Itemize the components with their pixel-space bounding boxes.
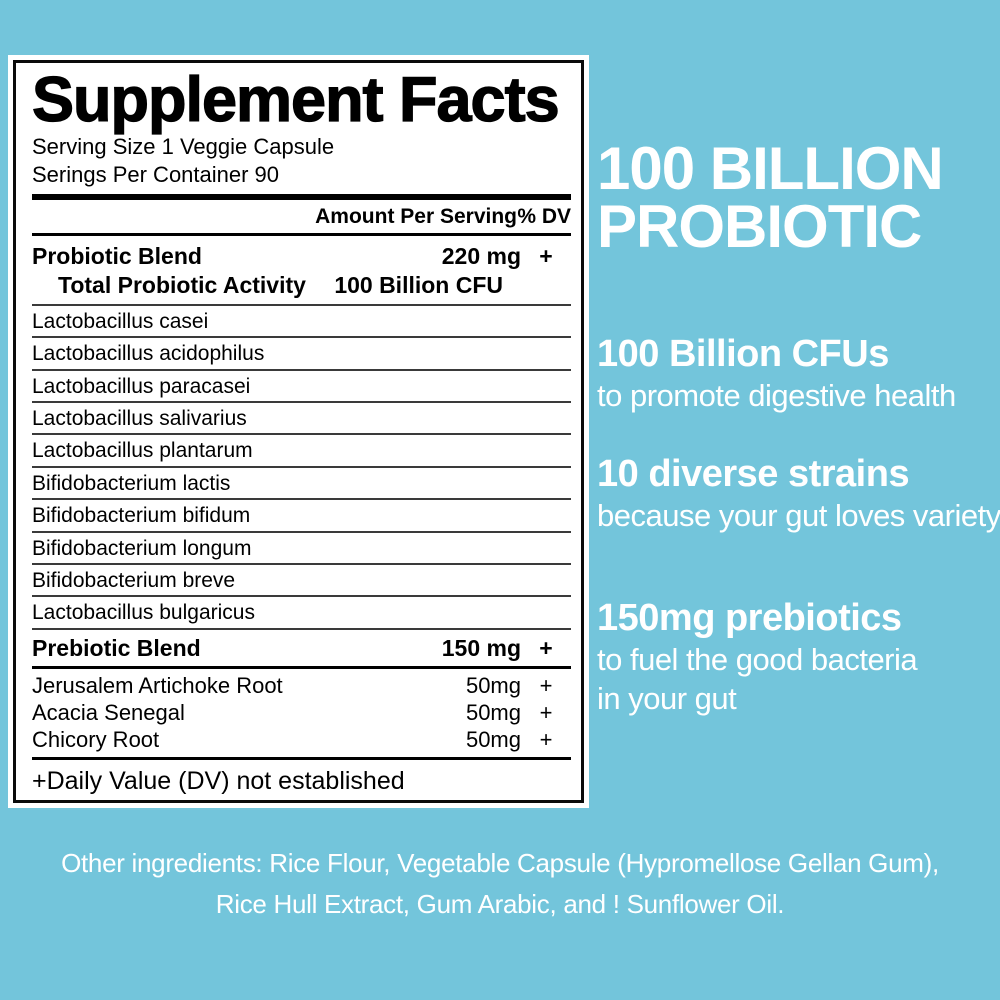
prebiotic-blend-amount: 150 mg: [441, 634, 521, 661]
probiotic-blend-dv: +: [539, 242, 553, 269]
prebiotic-ingredient-dv: +: [539, 699, 553, 725]
strain-name: Bifidobacterium longum: [32, 536, 252, 560]
prebiotic-ingredient-list: Jerusalem Artichoke Root 50mg + Acacia S…: [32, 669, 571, 757]
prebiotic-ingredient-name: Acacia Senegal: [32, 699, 185, 725]
divider-above-footnote: [32, 756, 571, 760]
strain-row: Bifidobacterium lactis: [32, 465, 571, 498]
strain-row: Bifidobacterium breve: [32, 562, 571, 595]
prebiotic-ingredient-row: Jerusalem Artichoke Root 50mg +: [32, 672, 571, 699]
strain-row: Bifidobacterium longum: [32, 530, 571, 563]
total-probiotic-activity-amount: 100 Billion CFU: [334, 271, 504, 298]
feature-strains: 10 diverse strains because your gut love…: [597, 452, 1000, 535]
prebiotic-ingredient-name: Jerusalem Artichoke Root: [32, 672, 283, 698]
feature-prebiotics-subtitle-line1: to fuel the good bacteria: [597, 642, 918, 677]
total-probiotic-activity-label: Total Probiotic Activity: [58, 271, 306, 298]
probiotic-blend-amount: 220 mg: [441, 242, 521, 269]
strain-name: Lactobacillus acidophilus: [32, 342, 265, 366]
prebiotic-ingredient-dv: +: [539, 726, 553, 752]
feature-prebiotics: 150mg prebiotics to fuel the good bacter…: [597, 596, 918, 718]
headline-line2: PROBIOTIC: [597, 193, 922, 260]
other-ingredients-line1: Other ingredients: Rice Flour, Vegetable…: [61, 848, 939, 878]
divider-below-prebiotic-blend: [32, 665, 571, 669]
prebiotic-ingredient-amount: 50mg: [465, 726, 521, 752]
strain-row: Bifidobacterium bifidum: [32, 498, 571, 530]
feature-strains-subtitle: because your gut loves variety: [597, 498, 1000, 533]
strain-name: Lactobacillus paracasei: [32, 374, 251, 398]
prebiotic-ingredient-dv: +: [539, 672, 553, 698]
feature-strains-title: 10 diverse strains: [597, 453, 910, 495]
divider-thick-top: [32, 194, 571, 200]
strain-name: Lactobacillus plantarum: [32, 439, 253, 463]
headline-line1: 100 BILLION: [597, 135, 944, 202]
other-ingredients-line2: Rice Hull Extract, Gum Arabic, and ! Sun…: [215, 889, 785, 919]
prebiotic-ingredient-amount: 50mg: [465, 699, 521, 725]
other-ingredients: Other ingredients: Rice Flour, Vegetable…: [0, 843, 1000, 925]
strain-row: Lactobacillus bulgaricus: [32, 595, 571, 627]
strain-name: Lactobacillus bulgaricus: [32, 601, 255, 625]
headline: 100 BILLION PROBIOTIC: [597, 135, 944, 260]
feature-cfus-subtitle: to promote digestive health: [597, 378, 956, 413]
serving-size-line: Serving Size 1 Veggie Capsule: [32, 134, 335, 159]
prebiotic-blend-dv: +: [539, 634, 553, 661]
prebiotic-blend-name: Prebiotic Blend: [32, 634, 201, 661]
supplement-facts-border: Supplement Facts Serving Size 1 Veggie C…: [13, 60, 584, 803]
strain-row: Lactobacillus acidophilus: [32, 336, 571, 368]
feature-cfus-title: 100 Billion CFUs: [597, 333, 889, 375]
percent-dv-header: % DV: [517, 204, 571, 228]
strain-name: Lactobacillus salivarius: [32, 406, 247, 430]
divider-below-header: [32, 232, 571, 236]
prebiotic-ingredient-row: Chicory Root 50mg +: [32, 726, 571, 753]
feature-prebiotics-subtitle-line2: in your gut: [597, 681, 737, 716]
feature-prebiotics-title: 150mg prebiotics: [597, 597, 902, 639]
prebiotic-ingredient-amount: 50mg: [465, 672, 521, 698]
strain-name: Bifidobacterium breve: [32, 568, 236, 592]
strain-row: Lactobacillus paracasei: [32, 368, 571, 401]
strain-row: Lactobacillus plantarum: [32, 433, 571, 465]
strain-name: Bifidobacterium lactis: [32, 471, 231, 495]
supplement-facts-title: Supplement Facts: [31, 65, 560, 135]
prebiotic-ingredient-row: Acacia Senegal 50mg +: [32, 699, 571, 726]
supplement-facts-panel: Supplement Facts Serving Size 1 Veggie C…: [8, 55, 589, 808]
feature-cfus: 100 Billion CFUs to promote digestive he…: [597, 332, 956, 415]
strain-row: Lactobacillus salivarius: [32, 400, 571, 433]
column-header-row: Amount Per Serving % DV: [32, 200, 571, 233]
amount-per-serving-header: Amount Per Serving: [315, 204, 517, 228]
strain-name: Bifidobacterium bifidum: [32, 504, 251, 528]
strain-name: Lactobacillus casei: [32, 309, 209, 333]
total-probiotic-activity-row: Total Probiotic Activity 100 Billion CFU: [32, 270, 571, 304]
prebiotic-ingredient-name: Chicory Root: [32, 726, 160, 752]
daily-value-footnote: +Daily Value (DV) not established: [32, 766, 405, 795]
probiotic-blend-name: Probiotic Blend: [32, 242, 202, 269]
prebiotic-blend-row: Prebiotic Blend 150 mg +: [32, 627, 571, 666]
probiotic-blend-row: Probiotic Blend 220 mg +: [32, 236, 571, 270]
strain-list: Lactobacillus casei Lactobacillus acidop…: [32, 303, 571, 628]
strain-row: Lactobacillus casei: [32, 303, 571, 336]
servings-per-container-line: Serings Per Container 90: [32, 162, 280, 187]
